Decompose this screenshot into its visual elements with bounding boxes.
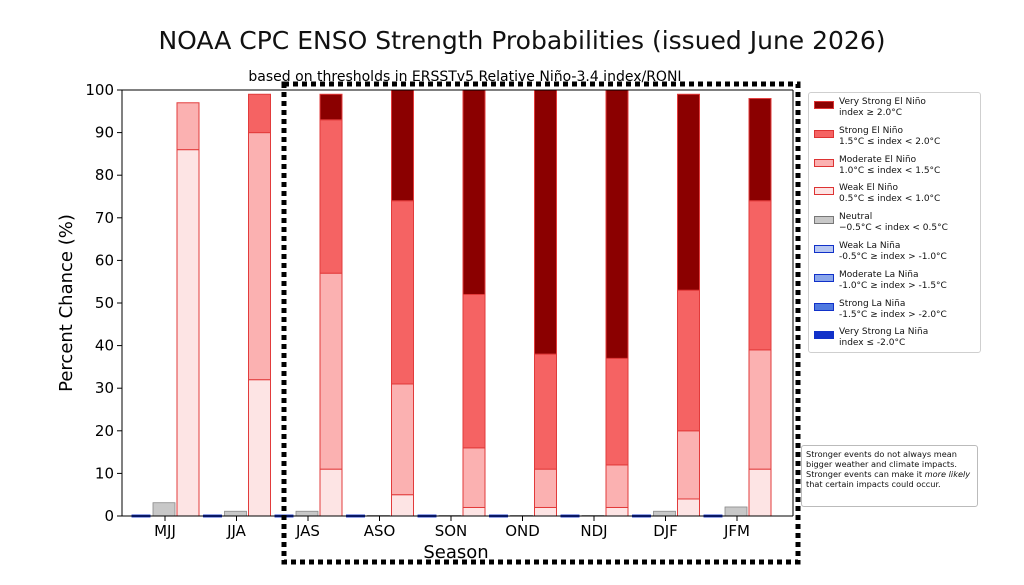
bar-moderate-el-ni-o-mjj: [176, 102, 200, 151]
impact-note-emphasis: more likely: [924, 469, 971, 479]
bar-moderate-el-ni-o-ond: [534, 468, 557, 508]
legend-label: Very Strong La Niña index ≤ -2.0°C: [839, 327, 929, 349]
legend: Very Strong El Niño index ≥ 2.0°C Strong …: [808, 92, 981, 353]
chart-title: NOAA CPC ENSO Strength Probabilities (is…: [158, 26, 886, 55]
bar-neutral-djf: [653, 510, 676, 517]
bar-strong-el-ni-o-jas: [319, 119, 343, 274]
y-tick-label: 70: [95, 209, 114, 227]
x-tick-label-jja: JJA: [226, 522, 247, 540]
legend-swatch: [814, 273, 834, 282]
bar-strong-el-ni-o-ndj: [605, 357, 629, 466]
bar-very-strong-el-ni-o-jfm: [748, 98, 772, 202]
legend-swatch: [814, 216, 834, 225]
bar-strong-el-ni-o-jfm: [748, 200, 772, 351]
bar-strong-el-ni-o-aso: [391, 200, 414, 385]
bar-moderate-el-ni-o-jas: [319, 272, 343, 470]
bar-weak-el-ni-o-jas: [319, 468, 343, 517]
legend-item: Very Strong La Niña index ≤ -2.0°C: [814, 327, 976, 356]
x-tick-label-jas: JAS: [295, 522, 320, 540]
y-tick-label: 10: [95, 464, 114, 482]
impact-note: Stronger events do not always mean bigge…: [801, 445, 978, 507]
legend-item: Strong La Niña -1.5°C ≥ index > -2.0°C: [814, 299, 976, 328]
bar-neutral-jas: [295, 510, 319, 517]
y-tick-label: 50: [95, 294, 114, 312]
legend-item: Very Strong El Niño index ≥ 2.0°C: [814, 97, 976, 126]
bar-weak-el-ni-o-ond: [534, 506, 557, 517]
legend-item: Strong El Niño 1.5°C ≤ index < 2.0°C: [814, 126, 976, 155]
x-tick-label-djf: DJF: [653, 522, 678, 540]
bar-weak-el-ni-o-mjj: [176, 149, 200, 517]
x-axis-label: Season: [423, 542, 488, 563]
legend-item: Moderate El Niño 1.0°C ≤ index < 1.5°C: [814, 155, 976, 184]
bar-very-strong-el-ni-o-djf: [677, 93, 700, 291]
legend-label: Very Strong El Niño index ≥ 2.0°C: [839, 97, 926, 118]
legend-label: Strong El Niño 1.5°C ≤ index < 2.0°C: [839, 125, 941, 147]
y-tick-label: 60: [95, 251, 114, 269]
bar-moderate-el-ni-o-jfm: [748, 349, 772, 470]
x-tick-label-ond: OND: [505, 522, 540, 540]
y-axis-label: Percent Chance (%): [56, 214, 77, 392]
legend-label: Moderate El Niño 1.0°C ≤ index < 1.5°C: [839, 154, 941, 176]
legend-swatch: [814, 244, 834, 253]
bar-weak-el-ni-o-son: [462, 506, 486, 517]
bar-moderate-el-ni-o-son: [462, 447, 486, 508]
legend-swatch: [814, 158, 834, 167]
highlight-box: [281, 81, 801, 565]
bar-very-strong-el-ni-o-ndj: [605, 89, 629, 359]
bar-very-strong-el-ni-o-ond: [534, 89, 557, 355]
bar-neutral-mjj: [152, 502, 176, 517]
legend-item: Neutral −0.5°C < index < 0.5°C: [814, 212, 976, 241]
y-tick-label: 90: [95, 124, 114, 142]
legend-item: Moderate La Niña -1.0°C ≥ index > -1.5°C: [814, 270, 976, 299]
y-tick-label: 0: [104, 507, 114, 525]
bar-weak-el-ni-o-ndj: [605, 506, 629, 517]
bar-strong-el-ni-o-djf: [677, 289, 700, 432]
legend-swatch: [814, 187, 834, 196]
bar-neutral-jfm: [724, 506, 748, 517]
y-tick-label: 40: [95, 337, 114, 355]
bar-moderate-el-ni-o-djf: [677, 430, 700, 500]
legend-item: Weak El Niño 0.5°C ≤ index < 1.0°C: [814, 183, 976, 212]
legend-label: Moderate La Niña -1.0°C ≥ index > -1.5°C: [839, 269, 947, 291]
bar-very-strong-el-ni-o-jas: [319, 93, 343, 121]
bar-weak-el-ni-o-djf: [677, 498, 700, 517]
bar-moderate-el-ni-o-ndj: [605, 464, 629, 508]
bar-strong-el-ni-o-son: [462, 293, 486, 449]
legend-label: Neutral −0.5°C < index < 0.5°C: [839, 212, 948, 234]
bar-very-strong-el-ni-o-son: [462, 89, 486, 295]
bar-strong-el-ni-o-jja: [248, 93, 271, 134]
bar-moderate-el-ni-o-jja: [248, 132, 271, 381]
y-tick-label: 100: [85, 81, 114, 99]
bar-weak-el-ni-o-aso: [391, 494, 414, 517]
legend-swatch: [814, 302, 834, 311]
x-tick-label-jfm: JFM: [723, 522, 750, 540]
chart-subtitle: based on thresholds in ERSSTv5 Relative …: [248, 69, 681, 85]
x-tick-label-mjj: MJJ: [154, 522, 176, 540]
legend-swatch: [814, 101, 834, 109]
legend-label: Weak La Niña -0.5°C ≥ index > -1.0°C: [839, 240, 947, 262]
bar-weak-el-ni-o-jja: [248, 379, 271, 517]
bar-weak-el-ni-o-jfm: [748, 468, 772, 517]
x-tick-label-ndj: NDJ: [580, 522, 607, 540]
y-tick-label: 30: [95, 379, 114, 397]
impact-note-text-end: that certain impacts could occur.: [806, 479, 941, 489]
bar-strong-el-ni-o-ond: [534, 353, 557, 470]
bar-neutral-jja: [224, 510, 247, 517]
impact-note-text: Stronger events do not always mean bigge…: [806, 449, 957, 479]
legend-label: Strong La Niña -1.5°C ≥ index > -2.0°C: [839, 298, 947, 320]
x-tick-label-aso: ASO: [364, 522, 396, 540]
legend-item: Weak La Niña -0.5°C ≥ index > -1.0°C: [814, 241, 976, 270]
legend-swatch: [814, 129, 834, 138]
bar-very-strong-el-ni-o-aso: [391, 89, 414, 202]
legend-swatch: [814, 331, 834, 340]
x-tick-label-son: SON: [435, 522, 468, 540]
y-tick-label: 20: [95, 422, 114, 440]
bar-moderate-el-ni-o-aso: [391, 383, 414, 496]
legend-label: Weak El Niño 0.5°C ≤ index < 1.0°C: [839, 183, 941, 205]
y-tick-label: 80: [95, 166, 114, 184]
